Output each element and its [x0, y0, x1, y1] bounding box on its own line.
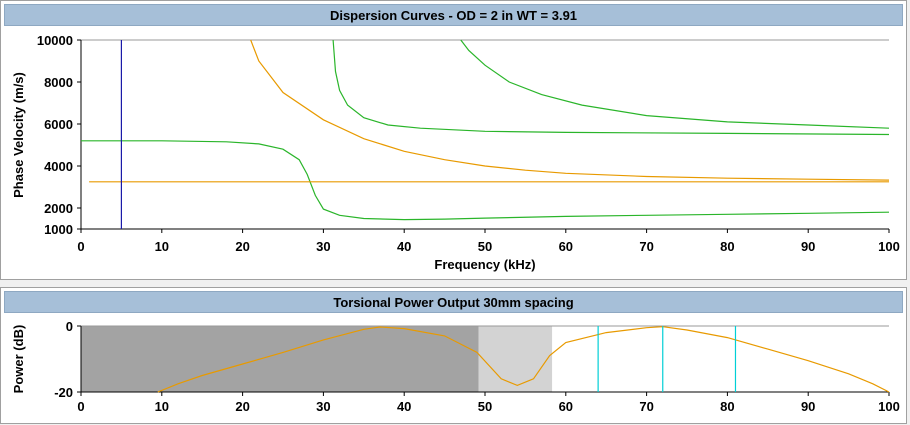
y-tick-label: 6000 [44, 117, 73, 132]
y-tick-label: 0 [66, 319, 73, 334]
series-line-0 [157, 326, 890, 393]
x-tick-label: 90 [801, 239, 815, 254]
y-tick-label: -20 [54, 385, 73, 400]
x-tick-label: 20 [235, 399, 249, 414]
x-tick-label: 80 [720, 239, 734, 254]
shaded-region [81, 326, 479, 392]
x-tick-label: 90 [801, 399, 815, 414]
x-tick-label: 50 [478, 399, 492, 414]
x-tick-label: 70 [639, 239, 653, 254]
power-chart-title: Torsional Power Output 30mm spacing [4, 291, 903, 313]
y-tick-label: 8000 [44, 75, 73, 90]
x-tick-label: 30 [316, 239, 330, 254]
x-tick-label: 20 [235, 239, 249, 254]
x-tick-label: 100 [878, 399, 900, 414]
x-tick-label: 100 [878, 239, 900, 254]
series-line-0 [81, 140, 890, 221]
shaded-region [478, 326, 553, 392]
x-tick-label: 0 [77, 399, 84, 414]
x-tick-label: 0 [77, 239, 84, 254]
x-tick-label: 80 [720, 399, 734, 414]
dispersion-panel: Dispersion Curves - OD = 2 in WT = 3.91 … [0, 0, 907, 280]
y-tick-label: 4000 [44, 159, 73, 174]
series-line-1 [332, 39, 890, 136]
x-tick-label: 70 [639, 399, 653, 414]
y-tick-label: 2000 [44, 201, 73, 216]
x-tick-label: 60 [559, 399, 573, 414]
x-axis-label: Frequency (kHz) [434, 257, 535, 272]
x-tick-label: 60 [559, 239, 573, 254]
power-panel: Torsional Power Output 30mm spacing 0 10 2… [0, 287, 907, 424]
dispersion-chart: 0 10 20 30 40 50 60 70 80 90 100 1000 2000 4000 6000 80… [11, 33, 900, 272]
series-line-3 [250, 39, 890, 181]
power-chart: 0 10 20 30 40 50 60 70 80 90 100 -20 0 Power (dB) [11, 319, 900, 414]
x-tick-label: 10 [155, 399, 169, 414]
y-tick-label: 10000 [37, 33, 73, 48]
x-tick-label: 50 [478, 239, 492, 254]
series-line-2 [460, 39, 890, 129]
x-tick-label: 10 [155, 239, 169, 254]
x-tick-label: 40 [397, 239, 411, 254]
y-axis-label: Phase Velocity (m/s) [11, 72, 26, 198]
x-tick-label: 30 [316, 399, 330, 414]
dispersion-chart-title: Dispersion Curves - OD = 2 in WT = 3.91 [4, 4, 903, 26]
y-tick-label: 1000 [44, 222, 73, 237]
x-tick-label: 40 [397, 399, 411, 414]
y-axis-label: Power (dB) [11, 325, 26, 394]
